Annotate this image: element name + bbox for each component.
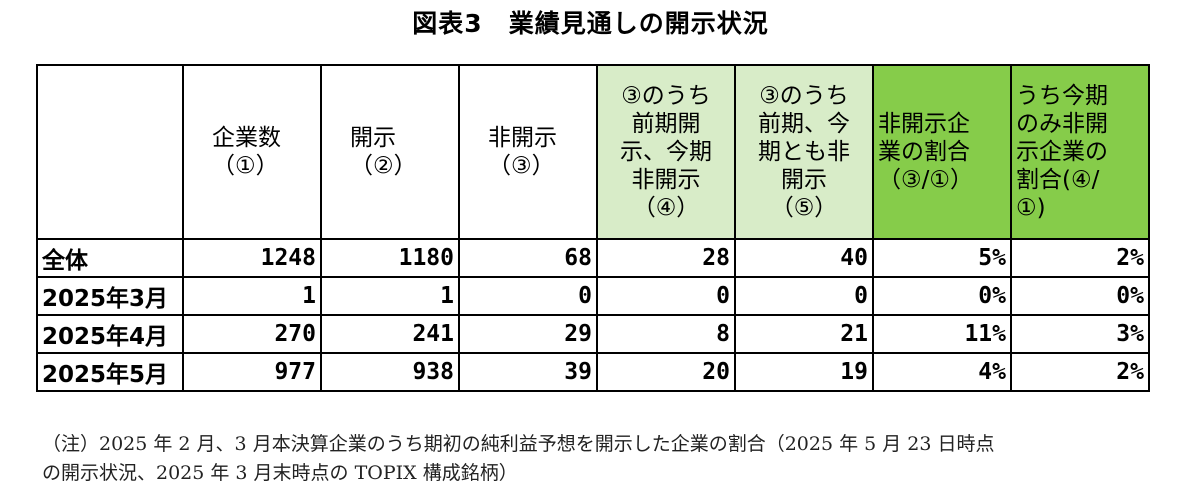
header-not-disclosed: 非開示 （③） <box>458 64 598 240</box>
table-cell: 4% <box>872 352 1012 392</box>
header-both-not-disclosed: ③のうち 前期、今 期とも非 開示 （⑤） <box>734 64 874 240</box>
table-cell: 39 <box>458 352 598 392</box>
table-cell: 1248 <box>182 238 322 278</box>
row-label: 2025年5月 <box>36 352 184 392</box>
header-row: 企業数 （①） 開示 （②） 非開示 （③） ③のうち 前期開 示、今期 非開示… <box>36 64 1150 240</box>
header-line: 企業数 <box>212 125 281 151</box>
header-line: うち今期 <box>1016 83 1108 109</box>
table-cell: 28 <box>596 238 736 278</box>
table-cell: 29 <box>458 314 598 354</box>
header-non-disclosure-ratio: 非開示企 業の割合 （③/①） <box>872 64 1012 240</box>
table-cell: 0 <box>734 276 874 316</box>
header-line: 非開示企 <box>878 111 970 137</box>
table-row: 2025年3月 1 1 0 0 0 0% 0% <box>36 276 1150 316</box>
footnote: （注）2025 年 2 月、3 月本決算企業のうち期初の純利益予想を開示した企業… <box>42 430 1152 488</box>
header-line: （③） <box>488 153 555 179</box>
header-line: 開示 <box>350 125 396 151</box>
table-cell: 938 <box>320 352 460 392</box>
table-cell: 241 <box>320 314 460 354</box>
header-line: （④） <box>632 195 700 221</box>
header-line: 非開示 <box>631 167 701 193</box>
table-cell: 11% <box>872 314 1012 354</box>
table-cell: 19 <box>734 352 874 392</box>
header-line: （③/①） <box>878 167 973 193</box>
table-cell: 0% <box>1010 276 1150 316</box>
header-line: 示企業の <box>1016 139 1108 165</box>
table-cell: 1 <box>320 276 460 316</box>
table-cell: 977 <box>182 352 322 392</box>
header-line: （①） <box>212 153 279 179</box>
table-cell: 5% <box>872 238 1012 278</box>
table-cell: 2% <box>1010 352 1150 392</box>
header-line: のみ非開 <box>1016 111 1108 137</box>
table-cell: 21 <box>734 314 874 354</box>
table-row: 2025年4月 270 241 29 8 21 11% 3% <box>36 314 1150 354</box>
header-line: 前期開 <box>631 111 701 137</box>
header-line: （⑤） <box>770 195 838 221</box>
table-cell: 68 <box>458 238 598 278</box>
table-cell: 20 <box>596 352 736 392</box>
header-line: 示、今期 <box>620 139 712 165</box>
table-row: 全体 1248 1180 68 28 40 5% 2% <box>36 238 1150 278</box>
table-row: 2025年5月 977 938 39 20 19 4% 2% <box>36 352 1150 392</box>
row-label: 2025年4月 <box>36 314 184 354</box>
header-line: 非開示 <box>488 125 557 151</box>
header-line: ①) <box>1016 195 1046 221</box>
header-line: 前期、今 <box>758 111 850 137</box>
table-cell: 1 <box>182 276 322 316</box>
table-cell: 3% <box>1010 314 1150 354</box>
row-label: 2025年3月 <box>36 276 184 316</box>
header-prev-disclosed-now-not: ③のうち 前期開 示、今期 非開示 （④） <box>596 64 736 240</box>
header-only-this-term-ratio: うち今期 のみ非開 示企業の 割合(④/ ①) <box>1010 64 1150 240</box>
header-line: ③のうち <box>759 83 849 109</box>
table-cell: 270 <box>182 314 322 354</box>
header-line: 割合(④/ <box>1016 167 1100 193</box>
disclosure-table: 企業数 （①） 開示 （②） 非開示 （③） ③のうち 前期開 示、今期 非開示… <box>36 64 1150 392</box>
header-disclosed: 開示 （②） <box>320 64 460 240</box>
figure-title: 図表3 業績見通しの開示状況 <box>412 9 769 38</box>
footnote-line: （注）2025 年 2 月、3 月本決算企業のうち期初の純利益予想を開示した企業… <box>42 433 995 455</box>
header-corner <box>36 64 184 240</box>
table-cell: 0 <box>458 276 598 316</box>
table-cell: 0 <box>596 276 736 316</box>
table-cell: 1180 <box>320 238 460 278</box>
table-cell: 40 <box>734 238 874 278</box>
table-cell: 0% <box>872 276 1012 316</box>
header-line: 開示 <box>781 167 827 193</box>
table-cell: 8 <box>596 314 736 354</box>
row-label: 全体 <box>36 238 184 278</box>
table-cell: 2% <box>1010 238 1150 278</box>
header-line: 期とも非 <box>758 139 850 165</box>
header-line: （②） <box>350 153 417 179</box>
footnote-line: の開示状況、2025 年 3 月末時点の TOPIX 構成銘柄） <box>42 462 518 484</box>
header-line: 業の割合 <box>878 139 970 165</box>
header-company-count: 企業数 （①） <box>182 64 322 240</box>
header-line: ③のうち <box>621 83 711 109</box>
